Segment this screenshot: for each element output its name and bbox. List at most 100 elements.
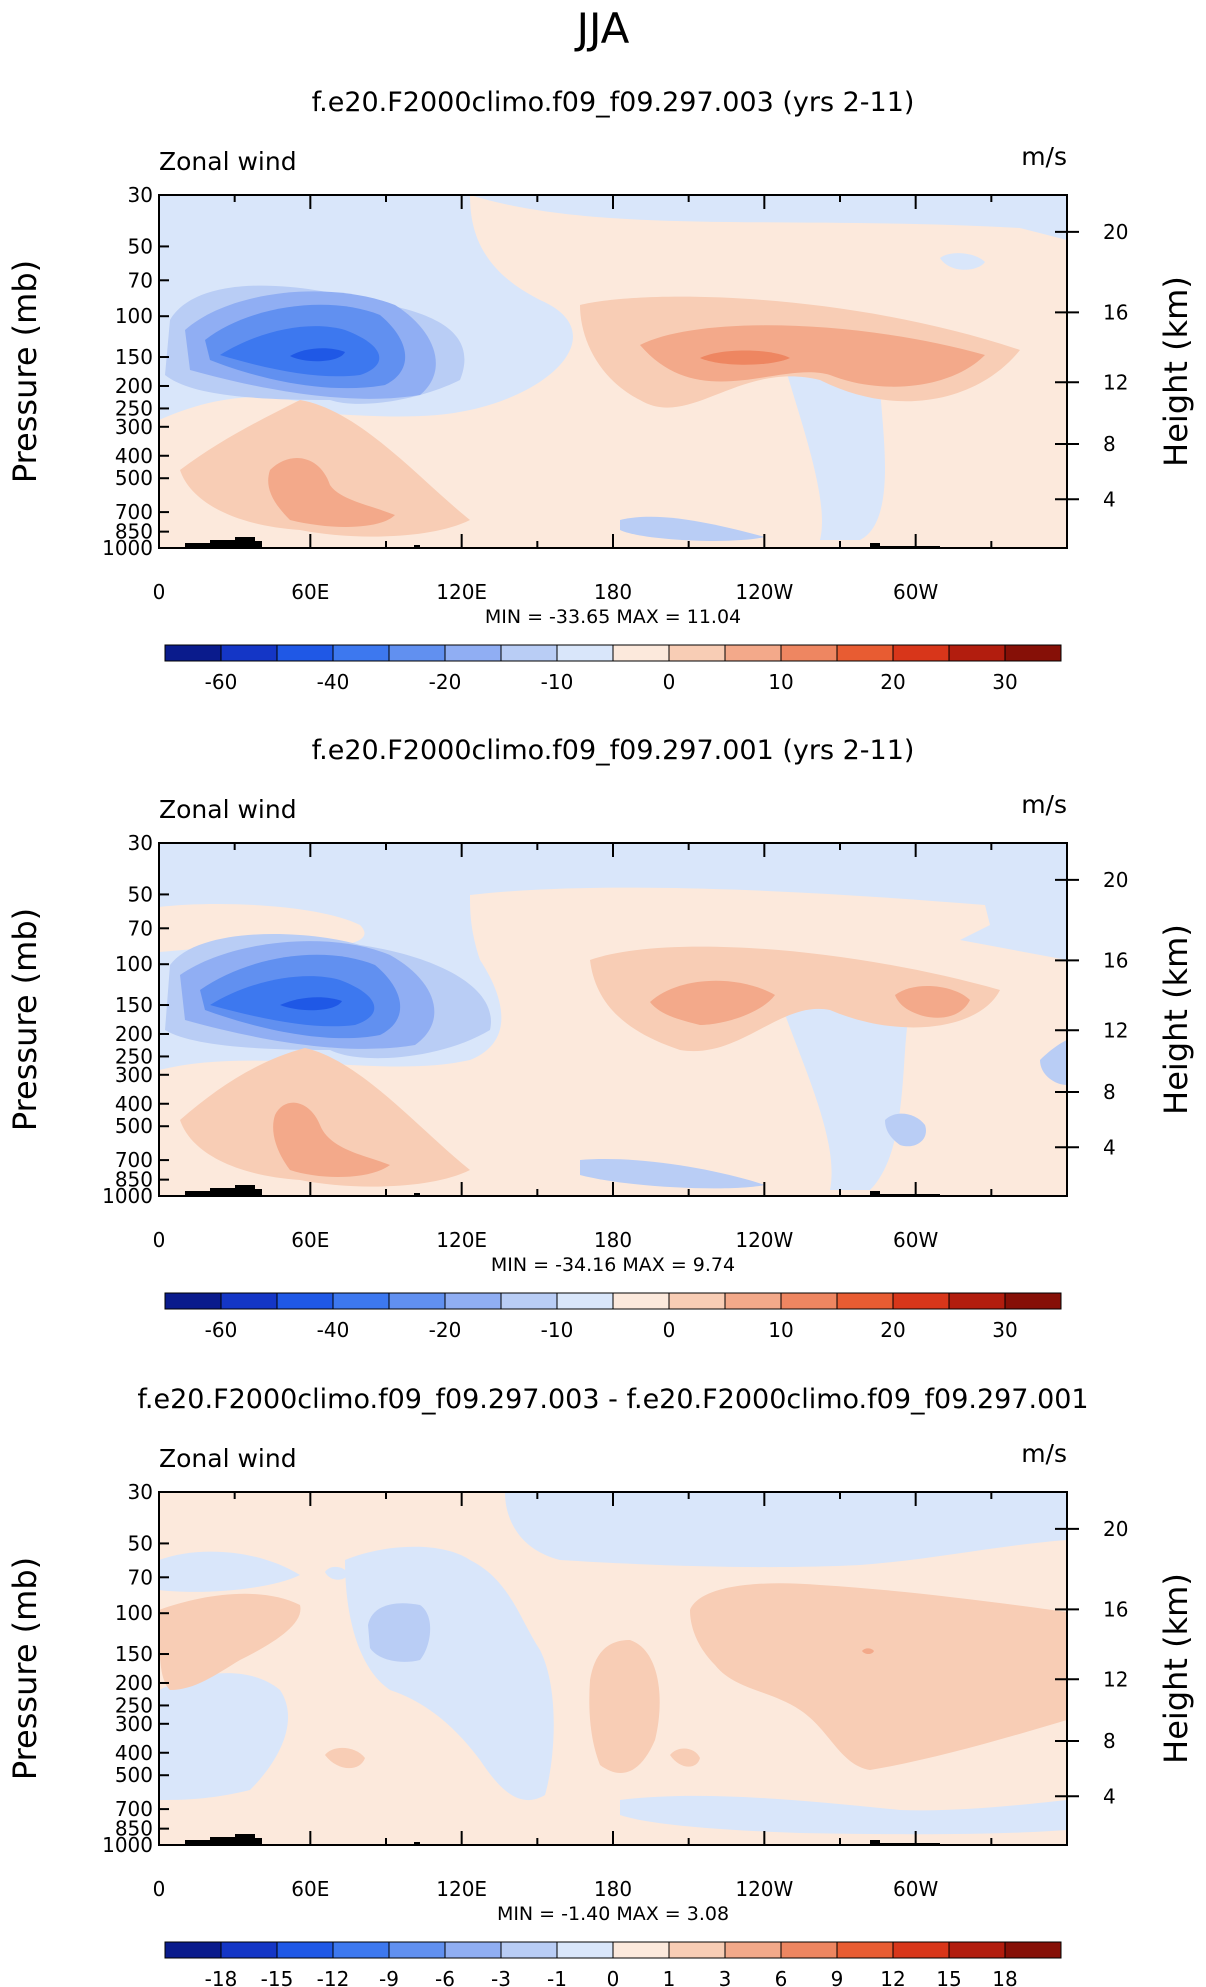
y-tick-label: 500 bbox=[115, 1763, 153, 1787]
colorbar-cell bbox=[164, 1941, 222, 1959]
y-tick-label: 100 bbox=[115, 1601, 153, 1625]
colorbar-cell bbox=[668, 1292, 726, 1310]
colorbar-cell bbox=[388, 1292, 446, 1310]
colorbar-cell bbox=[612, 644, 670, 662]
colorbar-label: 10 bbox=[768, 670, 793, 694]
colorbar-label: -18 bbox=[205, 1967, 238, 1987]
colorbar-cell bbox=[948, 644, 1006, 662]
panel-3-neg-core bbox=[368, 1603, 431, 1662]
colorbar-label: -20 bbox=[429, 670, 462, 694]
y-tick-label: 50 bbox=[128, 1531, 153, 1555]
y-right-tick-label: 8 bbox=[1103, 432, 1116, 456]
colorbar-cell bbox=[388, 1941, 446, 1959]
x-tick-label: 120E bbox=[436, 580, 487, 604]
y-right-tick-label: 20 bbox=[1103, 220, 1128, 244]
y-axis-label: Pressure (mb) bbox=[6, 260, 44, 483]
panel-3-pos-left bbox=[159, 1593, 301, 1690]
panel-1-plot bbox=[159, 195, 1067, 548]
colorbar-cell bbox=[556, 1292, 614, 1310]
panel-2-low-pos-l2 bbox=[273, 1102, 390, 1177]
panel-3-topography bbox=[185, 1834, 940, 1845]
y-axis-label: Pressure (mb) bbox=[6, 1557, 44, 1780]
y-tick-label: 250 bbox=[115, 1044, 153, 1068]
y-tick-label: 300 bbox=[115, 415, 153, 439]
y-tick-label: 150 bbox=[115, 993, 153, 1017]
y-tick-label: 50 bbox=[128, 234, 153, 258]
colorbar-label: 18 bbox=[992, 1967, 1017, 1987]
panel-1-field-label: Zonal wind bbox=[159, 147, 297, 176]
colorbar-cell bbox=[444, 1292, 502, 1310]
colorbar-cell bbox=[780, 1292, 838, 1310]
colorbar-label: 20 bbox=[880, 1318, 905, 1342]
panel-3-pos-center bbox=[589, 1640, 660, 1773]
panel-1-pos-patch bbox=[940, 253, 985, 270]
colorbar-cell bbox=[332, 644, 390, 662]
y-tick-label: 850 bbox=[115, 520, 153, 544]
colorbar-label: -60 bbox=[205, 1318, 238, 1342]
x-tick-label: 180 bbox=[594, 1228, 632, 1252]
y-tick-label: 200 bbox=[115, 1022, 153, 1046]
colorbar-label: 0 bbox=[607, 1967, 620, 1987]
y-right-tick-label: 16 bbox=[1103, 300, 1128, 324]
panel-1-stats: MIN = -33.65 MAX = 11.04 bbox=[485, 606, 741, 628]
colorbar-cell bbox=[444, 644, 502, 662]
panel-2-jet-west-l5 bbox=[280, 997, 342, 1011]
y-tick-label: 30 bbox=[128, 1480, 153, 1504]
x-tick-label: 120W bbox=[735, 1228, 793, 1252]
colorbar-cell bbox=[612, 1292, 670, 1310]
panel-3-neg-left-low bbox=[159, 1673, 289, 1800]
colorbar-cell bbox=[724, 644, 782, 662]
x-tick-label: 180 bbox=[594, 1877, 632, 1901]
colorbar-cell bbox=[780, 644, 838, 662]
colorbar-label: 12 bbox=[880, 1967, 905, 1987]
colorbar-label: -15 bbox=[261, 1967, 294, 1987]
y-tick-label: 700 bbox=[115, 500, 153, 524]
y-right-tick-label: 12 bbox=[1103, 1667, 1128, 1691]
y-tick-label: 400 bbox=[115, 1092, 153, 1116]
y-tick-label: 100 bbox=[115, 304, 153, 328]
y-right-tick-label: 12 bbox=[1103, 1018, 1128, 1042]
panel-2-field-label: Zonal wind bbox=[159, 795, 297, 824]
x-tick-label: 60W bbox=[893, 580, 938, 604]
x-tick-label: 0 bbox=[153, 580, 166, 604]
x-tick-label: 180 bbox=[594, 580, 632, 604]
y-right-tick-label: 4 bbox=[1103, 1135, 1116, 1159]
colorbar-label: 30 bbox=[992, 1318, 1017, 1342]
y-tick-label: 700 bbox=[115, 1148, 153, 1172]
y-right-tick-label: 12 bbox=[1103, 370, 1128, 394]
y-tick-label: 150 bbox=[115, 345, 153, 369]
colorbar-label: -10 bbox=[541, 1318, 574, 1342]
y-right-tick-label: 16 bbox=[1103, 948, 1128, 972]
y-tick-label: 250 bbox=[115, 1693, 153, 1717]
panel-1-jet-west-l4 bbox=[220, 326, 380, 377]
colorbar-label: 0 bbox=[663, 1318, 676, 1342]
x-tick-label: 60E bbox=[291, 1228, 329, 1252]
panel-2-plot bbox=[159, 843, 1067, 1196]
colorbar-cell bbox=[892, 1941, 950, 1959]
panel-1-low-pos-l1 bbox=[180, 400, 470, 537]
y-tick-label: 500 bbox=[115, 466, 153, 490]
y-tick-label: 30 bbox=[128, 831, 153, 855]
panel-1-jet-west-l5 bbox=[290, 348, 345, 362]
colorbar-cell bbox=[1004, 1941, 1062, 1959]
panel-2-topography bbox=[185, 1185, 940, 1196]
y-tick-label: 200 bbox=[115, 1671, 153, 1695]
panel-1: f.e20.F2000climo.f09_f09.297.003 (yrs 2-… bbox=[6, 87, 1195, 694]
y-tick-label: 850 bbox=[115, 1168, 153, 1192]
panel-2-units: m/s bbox=[1021, 790, 1067, 819]
y-tick-label: 1000 bbox=[102, 536, 153, 560]
colorbar-cell bbox=[556, 644, 614, 662]
colorbar-label: -9 bbox=[379, 1967, 399, 1987]
x-tick-label: 120W bbox=[735, 580, 793, 604]
panel-3-pos-core bbox=[862, 1648, 874, 1654]
panel-2-stats: MIN = -34.16 MAX = 9.74 bbox=[491, 1254, 735, 1276]
y-tick-label: 500 bbox=[115, 1114, 153, 1138]
colorbar-label: -20 bbox=[429, 1318, 462, 1342]
panel-2-jet-east-l2 bbox=[650, 980, 775, 1025]
x-tick-label: 120W bbox=[735, 1877, 793, 1901]
colorbar-cell bbox=[836, 1941, 894, 1959]
colorbar-cell bbox=[500, 1292, 558, 1310]
panel-2-neg-right-edge bbox=[1040, 1040, 1067, 1085]
